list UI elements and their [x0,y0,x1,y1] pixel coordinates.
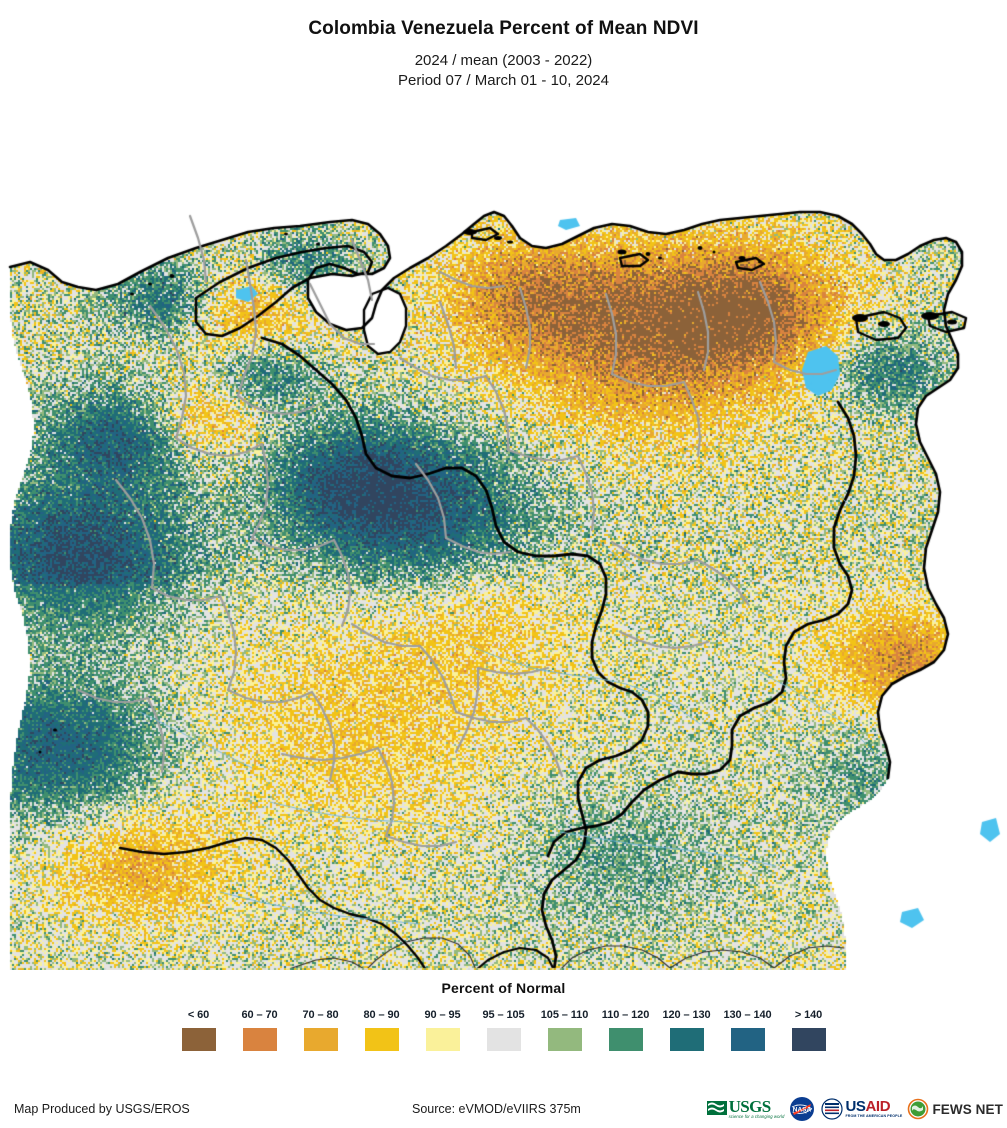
legend-item: 70 – 80 [290,1009,351,1051]
usgs-wave-icon [706,1101,727,1115]
legend-item-label: 95 – 105 [482,1009,525,1021]
legend-item-label: 90 – 95 [424,1009,461,1021]
legend-item: 80 – 90 [351,1009,412,1051]
legend-item-label: 120 – 130 [662,1009,711,1021]
legend-item: 110 – 120 [595,1009,656,1051]
subtitle-baseline: 2024 / mean (2003 - 2022) [414,52,593,69]
subtitle-period: Period 07 / March 01 - 10, 2024 [398,72,609,89]
legend-item-swatch [181,1028,216,1051]
footer-logos: USGS science for a changing world NASA [706,1095,1003,1123]
legend-item-label: > 140 [794,1009,823,1021]
legend-item-swatch [486,1028,521,1051]
legend: Percent of Normal < 60 60 – 70 70 – 80 80 –… [0,980,1007,1051]
legend-item-swatch [730,1028,765,1051]
fewsnet-logo[interactable]: FEWS NET [907,1096,1003,1122]
fewsnet-logo-text: FEWS NET [932,1101,1003,1117]
legend-item-label: 60 – 70 [241,1009,278,1021]
nasa-meatball-icon: NASA [790,1097,815,1121]
legend-item: < 60 [168,1009,229,1051]
legend-item-label: 110 – 120 [601,1009,650,1021]
legend-item: 105 – 110 [534,1009,595,1051]
legend-item-label: 80 – 90 [363,1009,400,1021]
legend-item: > 140 [778,1009,839,1051]
usaid-seal-icon [821,1098,844,1120]
usaid-logo-text: USAID [845,1097,891,1115]
map-header: Colombia Venezuela Percent of Mean NDVI … [0,0,1007,91]
legend-item-label: < 60 [187,1009,210,1021]
legend-item-label: 105 – 110 [540,1009,589,1021]
usaid-logo[interactable]: USAID FROM THE AMERICAN PEOPLE [820,1096,902,1122]
legend-items: < 60 60 – 70 70 – 80 80 – 90 90 – 95 95 – 105… [0,1009,1007,1051]
ndvi-percent-of-mean-raster[interactable] [0,112,1007,970]
legend-item-swatch [364,1028,399,1051]
legend-item-swatch [608,1028,643,1051]
legend-item-label: 130 – 140 [723,1009,772,1021]
legend-item-swatch [242,1028,277,1051]
legend-item-swatch [791,1028,826,1051]
legend-item-swatch [547,1028,582,1051]
legend-item: 60 – 70 [229,1009,290,1051]
usgs-logo[interactable]: USGS science for a changing world [706,1096,785,1122]
svg-text:NASA: NASA [793,1107,812,1114]
legend-item: 90 – 95 [412,1009,473,1051]
legend-item: 130 – 140 [717,1009,778,1051]
legend-item-label: 70 – 80 [302,1009,339,1021]
usaid-logo-tagline: FROM THE AMERICAN PEOPLE [845,1113,903,1118]
legend-title: Percent of Normal [441,980,566,996]
nasa-logo[interactable]: NASA [789,1096,815,1122]
footer-source: Source: eVMOD/eVIIRS 375m [412,1102,581,1116]
footer-credit: Map Produced by USGS/EROS [14,1102,190,1116]
legend-item-swatch [669,1028,704,1051]
usgs-logo-tagline: science for a changing world [728,1114,785,1119]
legend-item: 120 – 130 [656,1009,717,1051]
legend-item-swatch [303,1028,338,1051]
map-footer: Map Produced by USGS/EROS Source: eVMOD/… [0,1092,1007,1128]
map-container[interactable] [0,112,1007,970]
legend-item: 95 – 105 [473,1009,534,1051]
page-title: Colombia Venezuela Percent of Mean NDVI [308,18,699,39]
usgs-logo-text: USGS [728,1097,772,1116]
fewsnet-globe-icon [908,1098,929,1120]
legend-item-swatch [425,1028,460,1051]
